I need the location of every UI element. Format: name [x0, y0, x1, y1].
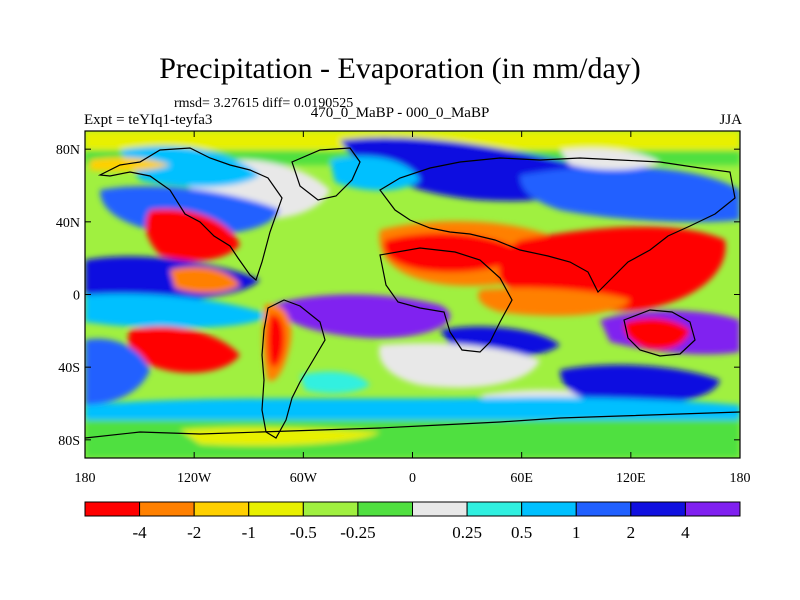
field-region-24	[379, 343, 540, 388]
period-label: 470_0_MaBP - 000_0_MaBP	[310, 105, 490, 121]
field-region-26	[85, 338, 150, 405]
field-region-14	[85, 293, 270, 328]
colorbar-swatch	[412, 501, 468, 517]
colorbar-swatch	[684, 501, 741, 517]
field-region-10	[384, 233, 520, 273]
field-region-22	[267, 314, 285, 367]
field-region-15	[270, 294, 451, 339]
field-region-4	[100, 186, 280, 235]
lon-tick-label: 60E	[510, 471, 533, 486]
colorbar-label: 2	[627, 523, 636, 542]
field-region-27	[560, 364, 720, 406]
field-region-23	[624, 318, 690, 350]
colorbar-swatch	[248, 501, 304, 517]
colorbar-swatch	[575, 501, 632, 517]
colorbar-swatch	[302, 501, 359, 517]
field-region-30	[180, 427, 380, 446]
colorbar-label: 0.5	[511, 523, 532, 542]
field-region-32	[90, 157, 170, 172]
coastline-africa	[379, 247, 513, 353]
lon-tick-label: 180	[730, 471, 751, 486]
coastlines	[85, 147, 740, 439]
plot-title: Precipitation - Evaporation (in mm/day)	[159, 52, 641, 85]
colorbar-swatch	[357, 501, 413, 517]
colorbar-swatch	[466, 501, 523, 517]
lat-tick-label: 40S	[58, 361, 80, 376]
lat-tick-label: 40N	[56, 216, 80, 231]
lat-tick-label: 0	[73, 289, 80, 304]
colorbar-swatch	[630, 501, 686, 517]
coastline-south-america	[261, 299, 326, 439]
colorbar-label: -1	[242, 523, 256, 542]
lon-tick-label: 180	[75, 471, 96, 486]
field-region-28	[85, 397, 740, 425]
colorbar-label: -0.5	[290, 523, 317, 542]
axis-ticks: 80N 40N 0 40S 80S 180 120W 60W 0 60E 120E 180	[56, 131, 751, 486]
stats-text: rmsd= 3.27615 diff= 0.0190525	[174, 96, 354, 111]
field-region-20	[128, 326, 240, 373]
lon-tick-label: 60W	[290, 471, 318, 486]
field-region-3	[120, 146, 260, 187]
colorbar: -4 -2 -1 -0.5 -0.25 0.25 0.5 1 2 4	[84, 501, 741, 542]
field-region-19	[170, 266, 240, 293]
colorbar-swatch	[193, 501, 250, 517]
colorbar-swatch	[521, 501, 577, 517]
field-region-18	[145, 209, 240, 261]
coastline-eurasia	[379, 157, 736, 294]
colorbar-label: 4	[681, 523, 690, 542]
field-region-31	[300, 371, 370, 394]
experiment-label: Expt = teYIq1-teyfa3	[84, 112, 213, 128]
lon-tick-label: 120E	[616, 471, 646, 486]
coastline-north-america	[97, 147, 283, 282]
lon-tick-label: 0	[409, 471, 416, 486]
coastline-antarctica	[85, 411, 740, 439]
colorbar-swatch	[84, 501, 141, 517]
lon-tick-label: 120W	[177, 471, 212, 486]
colorbar-label: 0.25	[452, 523, 482, 542]
colorbar-label: 1	[572, 523, 581, 542]
season-label: JJA	[719, 112, 742, 128]
field-region-12	[478, 288, 630, 316]
lat-tick-label: 80N	[56, 143, 80, 158]
field-region-6	[520, 166, 740, 222]
colorbar-label: -0.25	[340, 523, 375, 542]
colorbar-swatch	[139, 501, 195, 517]
field-region-7	[330, 156, 420, 191]
map-field	[85, 131, 740, 458]
colorbar-label: -4	[132, 523, 147, 542]
coastline-australia	[623, 309, 696, 357]
coastline-greenland	[291, 147, 361, 201]
lat-tick-label: 80S	[58, 434, 80, 449]
colorbar-label: -2	[187, 523, 201, 542]
